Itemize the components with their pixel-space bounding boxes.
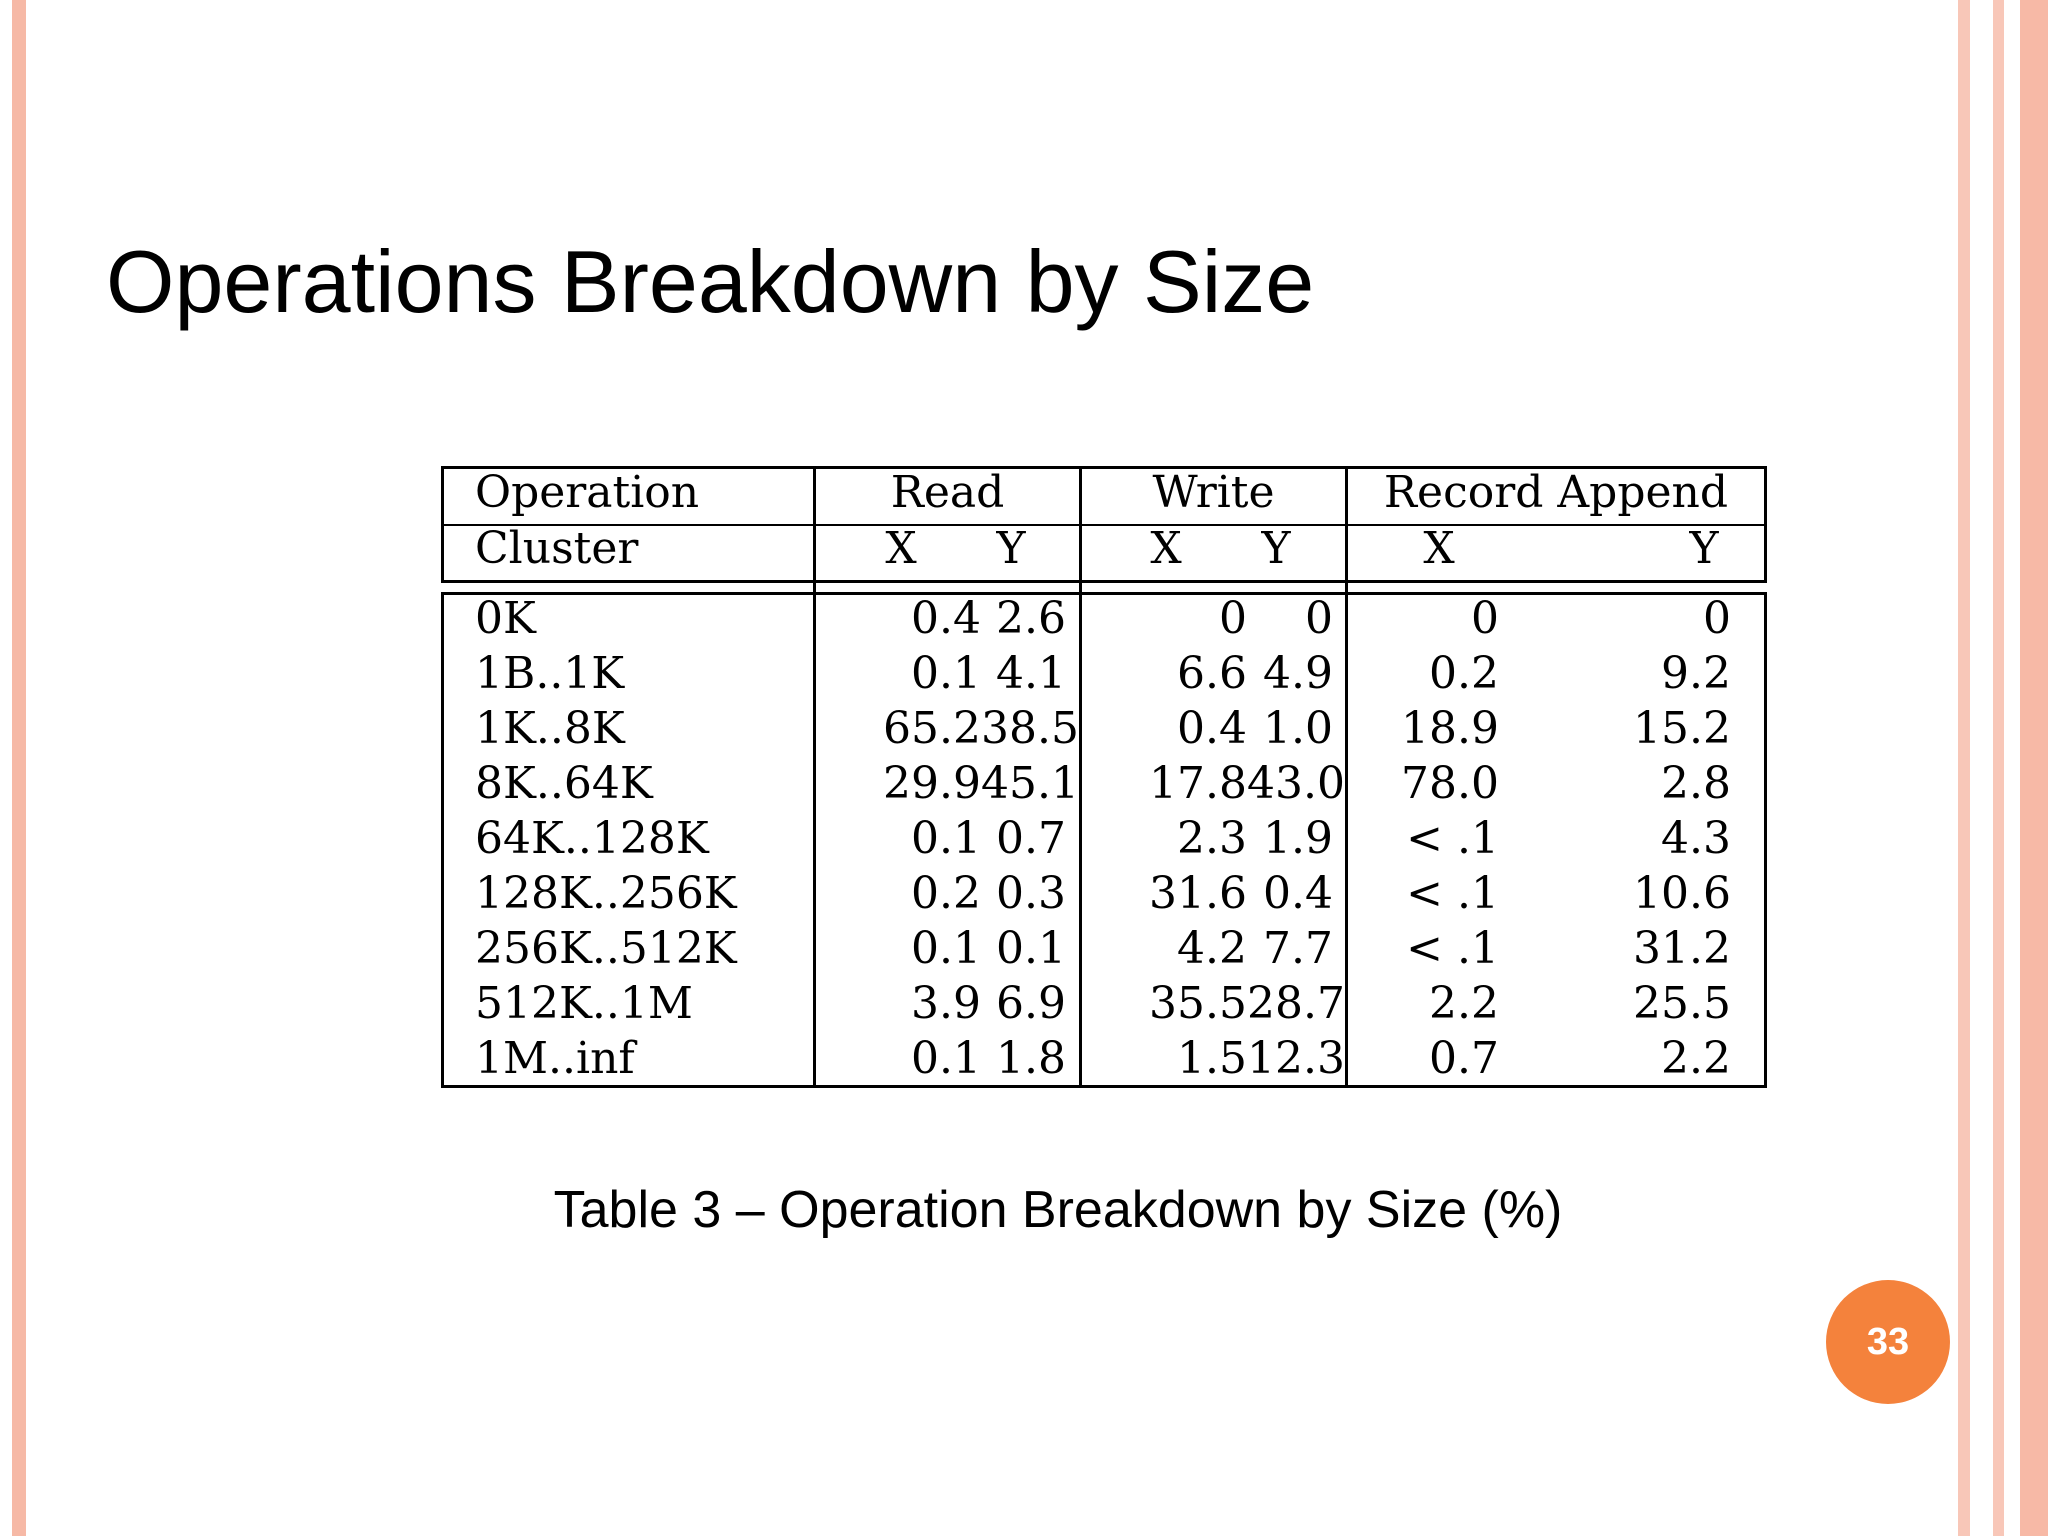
header-read-y: Y	[996, 523, 1026, 574]
table-cell-append-x: < .1	[1406, 868, 1499, 919]
table-cell-write-y: 0.4	[1263, 868, 1333, 919]
table-cell-append-y: 31.2	[1633, 923, 1731, 974]
row-cluster-label: 0K	[475, 593, 536, 644]
header-write: Write	[1152, 467, 1275, 518]
table-cell-write-y: 7.7	[1263, 923, 1333, 974]
right-decorative-border-middle	[1993, 0, 2004, 1536]
row-cluster-label: 128K..256K	[475, 868, 737, 919]
table-cell-read-y: 0.3	[996, 868, 1066, 919]
header-append-x: X	[1423, 523, 1455, 574]
header-read: Read	[890, 467, 1005, 518]
table-cell-write-x: 31.6	[1149, 868, 1247, 919]
table-cell-append-x: 18.9	[1401, 703, 1499, 754]
table-cell-read-y: 6.9	[996, 978, 1066, 1029]
table-cell-append-y: 15.2	[1633, 703, 1731, 754]
table-cell-read-x: 29.9	[883, 758, 981, 809]
table-cell-read-x: 0.4	[911, 593, 981, 644]
header-write-y: Y	[1261, 523, 1291, 574]
table-cell-write-x: 6.6	[1177, 648, 1247, 699]
header-row-divider	[441, 524, 1767, 526]
table-cell-append-y: 2.8	[1661, 758, 1731, 809]
table-cell-read-y: 4.1	[996, 648, 1066, 699]
left-decorative-border	[12, 0, 26, 1536]
table-cell-read-x: 0.1	[911, 923, 981, 974]
page-number-badge: 33	[1826, 1280, 1950, 1404]
column-divider-operation	[813, 466, 816, 1088]
table-body-box	[441, 592, 1767, 1088]
table-cell-read-x: 0.1	[911, 648, 981, 699]
row-cluster-label: 8K..64K	[475, 758, 653, 809]
table-cell-write-y: 0	[1305, 593, 1333, 644]
header-append-y: Y	[1689, 523, 1719, 574]
header-operation: Operation	[475, 467, 700, 518]
table-cell-append-x: 0.7	[1429, 1033, 1499, 1084]
table-cell-append-y: 0	[1703, 593, 1731, 644]
table-cell-append-x: 0	[1471, 593, 1499, 644]
table-cell-write-x: 4.2	[1177, 923, 1247, 974]
row-cluster-label: 1B..1K	[475, 648, 625, 699]
table-cell-read-y: 2.6	[996, 593, 1066, 644]
operations-table: Operation Read Write Record Append Clust…	[441, 466, 1767, 1088]
right-decorative-border-outer	[2020, 0, 2048, 1536]
table-cell-write-x: 2.3	[1177, 813, 1247, 864]
column-divider-write	[1345, 466, 1348, 1088]
table-cell-read-x: 3.9	[911, 978, 981, 1029]
table-cell-read-y: 45.1	[981, 758, 1079, 809]
table-cell-append-y: 25.5	[1633, 978, 1731, 1029]
table-cell-append-y: 2.2	[1661, 1033, 1731, 1084]
table-cell-read-y: 0.1	[996, 923, 1066, 974]
table-cell-read-x: 0.1	[911, 1033, 981, 1084]
table-cell-write-x: 17.8	[1149, 758, 1247, 809]
table-cell-write-y: 12.3	[1247, 1033, 1345, 1084]
table-cell-read-x: 65.2	[883, 703, 981, 754]
table-cell-append-x: 2.2	[1429, 978, 1499, 1029]
table-cell-write-x: 1.5	[1177, 1033, 1247, 1084]
table-caption: Table 3 – Operation Breakdown by Size (%…	[553, 1181, 1563, 1239]
table-cell-append-x: < .1	[1406, 923, 1499, 974]
table-cell-write-x: 35.5	[1149, 978, 1247, 1029]
header-write-x: X	[1150, 523, 1182, 574]
table-cell-write-y: 4.9	[1263, 648, 1333, 699]
row-cluster-label: 512K..1M	[475, 978, 693, 1029]
column-divider-read	[1079, 466, 1082, 1088]
table-cell-read-y: 0.7	[996, 813, 1066, 864]
slide-title: Operations Breakdown by Size	[106, 232, 1315, 331]
table-cell-write-y: 1.0	[1263, 703, 1333, 754]
table-cell-write-x: 0	[1219, 593, 1247, 644]
table-cell-write-y: 43.0	[1247, 758, 1345, 809]
table-cell-read-y: 38.5	[981, 703, 1079, 754]
table-cell-write-y: 1.9	[1263, 813, 1333, 864]
header-record-append: Record Append	[1383, 467, 1729, 518]
row-cluster-label: 1K..8K	[475, 703, 625, 754]
row-cluster-label: 64K..128K	[475, 813, 709, 864]
right-decorative-border-inner	[1958, 0, 1970, 1536]
header-read-x: X	[885, 523, 917, 574]
table-cell-write-x: 0.4	[1177, 703, 1247, 754]
table-cell-append-x: 0.2	[1429, 648, 1499, 699]
table-cell-append-x: < .1	[1406, 813, 1499, 864]
header-cluster: Cluster	[475, 523, 639, 574]
table-cell-read-x: 0.1	[911, 813, 981, 864]
table-cell-append-y: 9.2	[1661, 648, 1731, 699]
table-cell-append-y: 4.3	[1661, 813, 1731, 864]
table-cell-append-y: 10.6	[1633, 868, 1731, 919]
table-cell-read-x: 0.2	[911, 868, 981, 919]
row-cluster-label: 256K..512K	[475, 923, 737, 974]
table-cell-append-x: 78.0	[1401, 758, 1499, 809]
table-cell-write-y: 28.7	[1247, 978, 1345, 1029]
table-cell-read-y: 1.8	[996, 1033, 1066, 1084]
row-cluster-label: 1M..inf	[475, 1033, 635, 1084]
